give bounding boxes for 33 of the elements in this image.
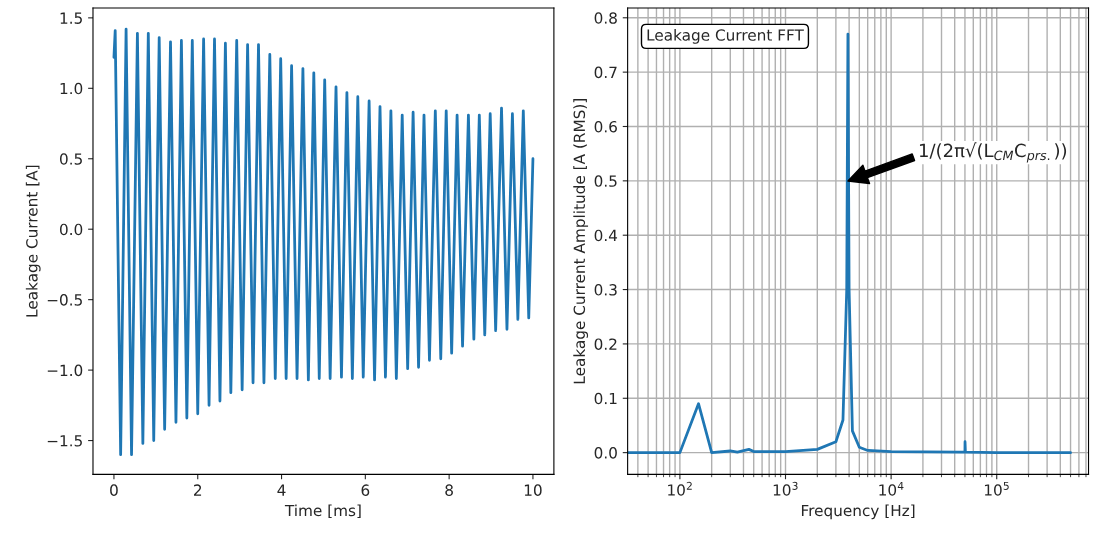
annotation: 1/(2π√(L$_{CM}$C$_{prs.}$)) (919, 142, 1067, 163)
x-tick-label: 4 (277, 484, 286, 496)
y-tick-label: −0.5 (47, 294, 82, 306)
y-tick-label: 0.2 (594, 338, 617, 350)
line-series (112, 27, 535, 457)
y-tick-label: 0.4 (594, 229, 618, 242)
x-tick-label: 10$^{2}$ (668, 481, 692, 496)
y-tick-label: 0.3 (594, 284, 617, 296)
annotation: Leakage Current FFT (647, 28, 804, 44)
y-tick-label: 0.5 (594, 175, 617, 187)
y-tick-label: 0.1 (594, 392, 617, 405)
x-tick-label: 2 (194, 484, 202, 496)
y-tick-label: 0.7 (594, 66, 617, 79)
y-tick-label: −1.5 (47, 435, 82, 447)
y-tick-label: 1.0 (60, 82, 83, 95)
x-axis-title: Time [ms] (284, 504, 361, 519)
y-tick-label: 1.5 (60, 12, 82, 24)
y-tick-label: 0.5 (59, 153, 82, 165)
y-tick-label: 0.6 (594, 120, 617, 133)
x-axis-title: Frequency [Hz] (801, 504, 915, 520)
x-tick-label: 10$^{4}$ (879, 481, 904, 496)
y-axis-title: Leakage Current Amplitude [A (RMS)] (573, 99, 589, 384)
x-tick-label: 6 (361, 484, 370, 496)
x-tick-label: 10 (524, 484, 542, 496)
x-tick-label: 10$^{5}$ (984, 481, 1009, 496)
y-axis-title: Leakage Current [A] (25, 165, 41, 317)
y-tick-label: 0.0 (594, 447, 617, 459)
x-tick-label: 10$^{3}$ (773, 481, 798, 496)
x-tick-label: 0 (110, 484, 118, 496)
x-tick-label: 8 (445, 484, 453, 496)
y-tick-label: 0.8 (594, 12, 617, 24)
y-tick-label: 0.0 (59, 223, 83, 236)
y-tick-label: −1.0 (47, 364, 83, 377)
